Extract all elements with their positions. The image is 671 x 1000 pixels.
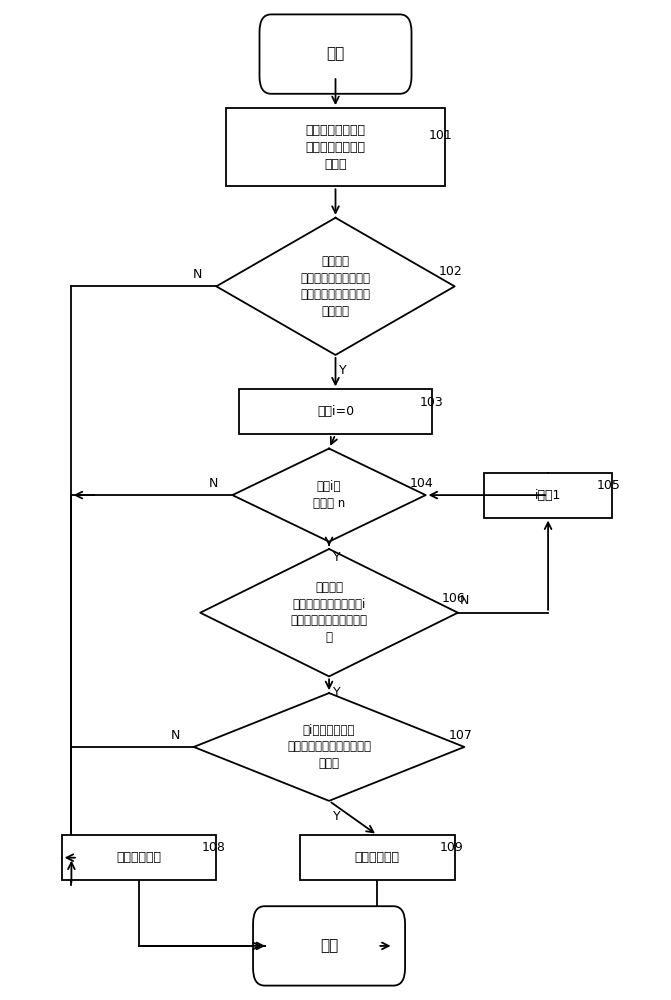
Text: 设置i=0: 设置i=0 (317, 405, 354, 418)
Polygon shape (200, 549, 458, 676)
Text: N: N (209, 477, 218, 490)
Text: 107: 107 (448, 729, 472, 742)
Text: 访问产生异常: 访问产生异常 (355, 851, 400, 864)
Text: 102: 102 (439, 265, 462, 278)
Polygon shape (194, 693, 464, 801)
Bar (484, 473, 613, 518)
Text: 判断访问
的地址是否在配置的第i
个配置项指定的地址空间
内: 判断访问 的地址是否在配置的第i 个配置项指定的地址空间 内 (291, 581, 368, 644)
Text: 结束: 结束 (320, 938, 338, 953)
Bar (239, 389, 432, 434)
Text: Y: Y (340, 364, 347, 377)
Polygon shape (216, 218, 455, 355)
Text: N: N (193, 268, 202, 281)
Text: 101: 101 (429, 129, 453, 142)
Text: 105: 105 (597, 479, 620, 492)
Text: N: N (460, 594, 469, 607)
FancyBboxPatch shape (260, 14, 411, 94)
Text: 访问正常发出: 访问正常发出 (117, 851, 162, 864)
FancyBboxPatch shape (253, 906, 405, 986)
Text: 主设备通过总线请
求信号，请求访问
寄存器: 主设备通过总线请 求信号，请求访问 寄存器 (305, 124, 366, 171)
Text: 判断i是
否小于 n: 判断i是 否小于 n (313, 480, 345, 510)
Text: 106: 106 (442, 591, 466, 604)
Text: Y: Y (333, 686, 341, 699)
Text: Y: Y (333, 551, 341, 564)
Bar (62, 835, 216, 880)
Text: 108: 108 (201, 841, 225, 854)
Text: 109: 109 (440, 841, 464, 854)
Text: 开始: 开始 (326, 47, 345, 62)
Text: Y: Y (333, 810, 341, 823)
Text: N: N (171, 729, 180, 742)
Bar (300, 835, 455, 880)
Text: 第i个配置项所指
示的地址是否受到读保护或
写保护: 第i个配置项所指 示的地址是否受到读保护或 写保护 (287, 724, 371, 770)
Text: 根据总线
信号判断请求访问的主
设备是否为非安全世界
的主设备: 根据总线 信号判断请求访问的主 设备是否为非安全世界 的主设备 (301, 255, 370, 318)
Text: i增加1: i增加1 (535, 489, 561, 502)
Polygon shape (232, 449, 425, 542)
Bar (226, 108, 445, 186)
Text: 103: 103 (419, 395, 443, 408)
Text: 104: 104 (409, 477, 433, 490)
